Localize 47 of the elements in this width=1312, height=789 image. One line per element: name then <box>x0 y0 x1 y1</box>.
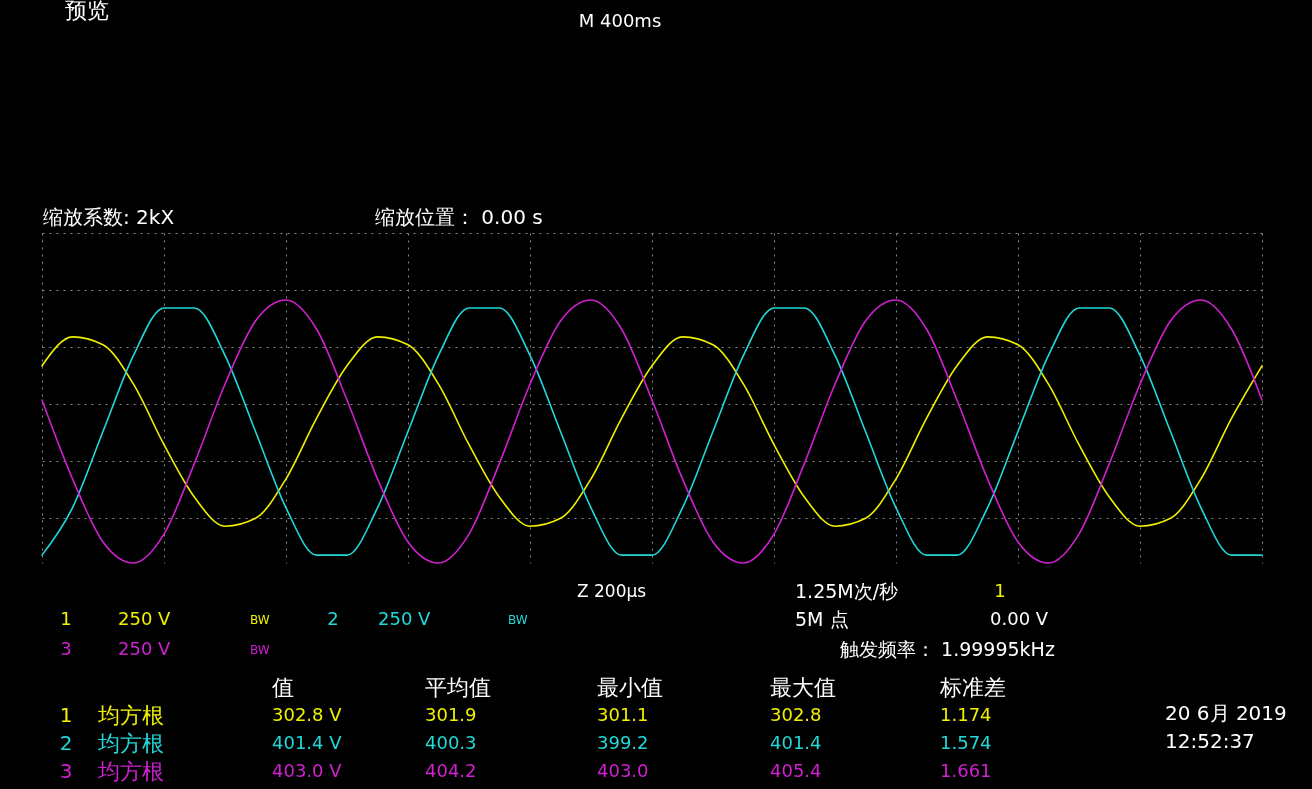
text: 3 <box>59 759 73 783</box>
text: 2 <box>327 608 339 629</box>
text: 0.00 V <box>990 608 1049 629</box>
text: 400.3 <box>425 732 477 753</box>
text: 399.2 <box>597 732 649 753</box>
text: 1 <box>994 580 1006 601</box>
text: 302.8 <box>770 704 822 725</box>
text: 403.0 <box>597 760 649 781</box>
text: 301.9 <box>425 704 477 725</box>
text: 均方根 <box>97 759 164 784</box>
text: 20 6月 2019 <box>1165 701 1287 725</box>
text: 1.661 <box>940 760 992 781</box>
text: 1.174 <box>940 704 992 725</box>
text: 3 <box>60 638 72 659</box>
text: 12:52:37 <box>1165 729 1255 753</box>
text: 1 <box>60 608 72 629</box>
text: 值 <box>272 675 294 700</box>
text: 250 V <box>118 638 172 659</box>
text: 最小值 <box>597 675 663 700</box>
text: 2 <box>59 731 73 755</box>
text: 250 V <box>378 608 432 629</box>
text: 1.25M次/秒 <box>795 580 899 602</box>
text: M 400ms <box>578 10 662 31</box>
text: 405.4 <box>770 760 822 781</box>
text: 标准差 <box>939 675 1006 700</box>
text: 401.4 V <box>272 732 343 753</box>
text: BW <box>508 613 528 627</box>
text: 1 <box>59 703 73 727</box>
text: 404.2 <box>425 760 477 781</box>
text: 1.574 <box>940 732 992 753</box>
text: 缩放系数: 2kX <box>43 205 175 229</box>
text: BW <box>250 643 270 657</box>
text: 401.4 <box>770 732 822 753</box>
text: 均方根 <box>97 731 164 756</box>
text: 250 V <box>118 608 172 629</box>
text: 302.8 V <box>272 704 343 725</box>
text: BW <box>250 613 270 627</box>
text: 缩放位置： 0.00 s <box>375 205 543 229</box>
text: 301.1 <box>597 704 649 725</box>
text: 最大值 <box>770 675 836 700</box>
text: 均方根 <box>97 703 164 728</box>
text: 预览 <box>65 0 109 23</box>
text: 触发频率： 1.99995kHz <box>840 638 1055 660</box>
text: 403.0 V <box>272 760 343 781</box>
text: Z 200µs <box>577 581 647 601</box>
text: 平均值 <box>425 675 491 700</box>
text: 5M 点 <box>795 608 849 630</box>
